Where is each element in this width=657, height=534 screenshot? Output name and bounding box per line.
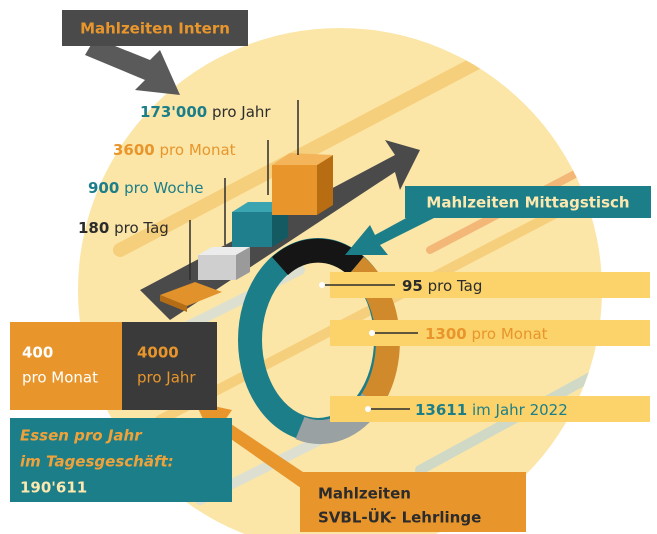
title-line: SVBL-ÜK- Lehrlinge <box>318 508 481 527</box>
text-part: 3600 <box>113 141 155 159</box>
stat: 95 pro Tag <box>402 277 482 295</box>
text-part: 13611 <box>415 401 467 419</box>
total: Essen pro Jahr im Tagesgeschäft: 190'611 <box>10 418 232 502</box>
intern-title: Mahlzeiten Intern <box>80 20 230 38</box>
stat-unit: pro Monat <box>22 369 98 387</box>
text-part: pro Monat <box>160 141 236 159</box>
text-part: pro Monat <box>472 325 548 343</box>
total-line: im Tagesgeschäft: <box>20 453 174 471</box>
text-part: 1300 <box>425 325 467 343</box>
text-part: pro Tag <box>114 219 169 237</box>
text-part: pro Jahr <box>212 103 271 121</box>
total-line: Essen pro Jahr <box>20 427 143 445</box>
text-part: im Jahr 2022 <box>472 401 568 419</box>
infographic: Mahlzeiten Intern 173'000 pro Jahr 3600 … <box>0 0 657 534</box>
lehrlinge-title: Mahlzeiten SVBL-ÜK- Lehrlinge <box>300 472 526 532</box>
stat: 1300 pro Monat <box>425 325 548 343</box>
stat-unit: pro Jahr <box>137 369 196 387</box>
stat: 180 pro Tag <box>78 219 169 237</box>
text-part: 900 <box>88 179 119 197</box>
text-part: 173'000 <box>140 103 207 121</box>
text-part: pro Tag <box>428 277 483 295</box>
text-part: 180 <box>78 219 109 237</box>
text-part: 95 <box>402 277 423 295</box>
stat: 3600 pro Monat <box>113 141 236 159</box>
stat: 900 pro Woche <box>88 179 204 197</box>
lehrlinge-stats: 400 pro Monat 4000 pro Jahr <box>10 322 217 410</box>
mittagstisch-title: Mahlzeiten Mittagstisch <box>426 194 629 212</box>
total-value: 190'611 <box>20 479 87 497</box>
stat: 13611 im Jahr 2022 <box>415 401 568 419</box>
stat-value: 400 <box>22 344 53 362</box>
stat-value: 4000 <box>137 344 179 362</box>
title-line: Mahlzeiten <box>318 485 411 503</box>
stat: 173'000 pro Jahr <box>140 103 271 121</box>
text-part: pro Woche <box>124 179 203 197</box>
